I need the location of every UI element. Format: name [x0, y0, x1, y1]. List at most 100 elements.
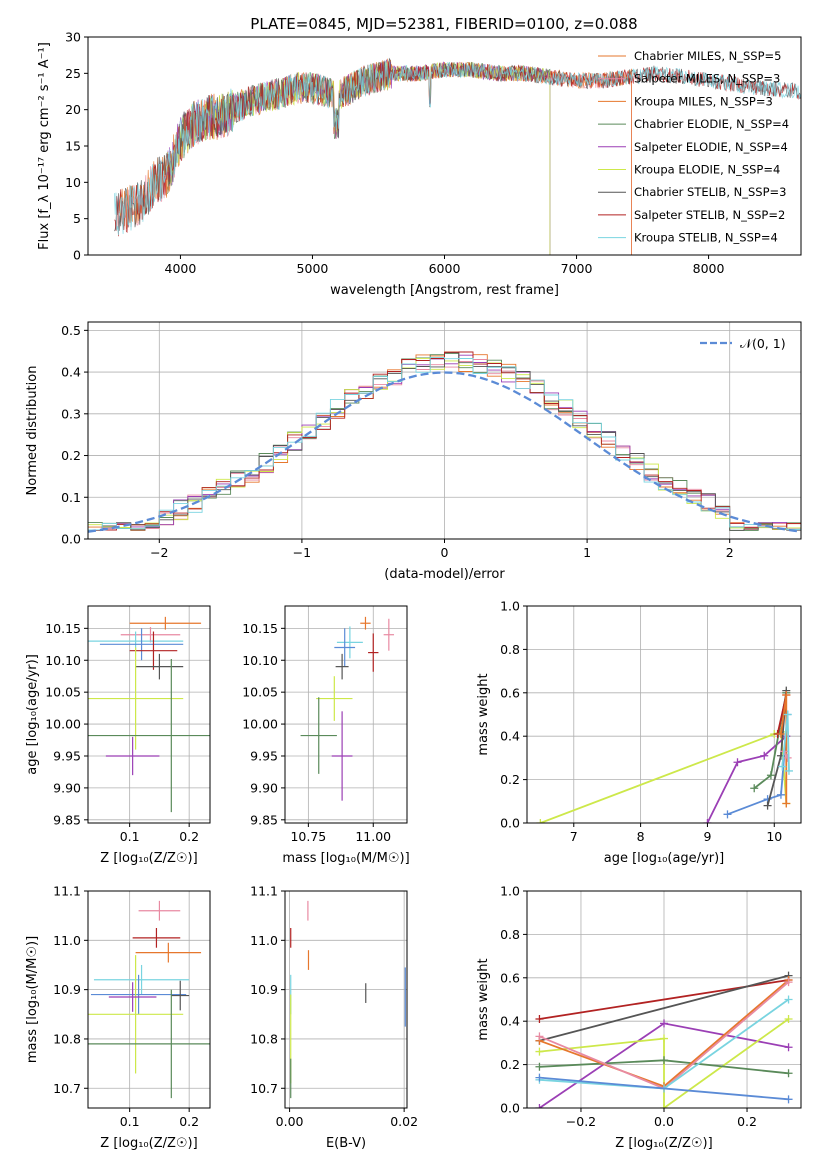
- y-tick-label: 9.90: [53, 780, 81, 795]
- x-tick-label: 7000: [561, 261, 593, 276]
- massweight-marker: [784, 1069, 793, 1078]
- data-point: [316, 676, 353, 721]
- y-tick-label: 10.00: [45, 717, 81, 732]
- y-tick-label: 9.85: [250, 812, 278, 827]
- massweight-marker: [783, 710, 792, 719]
- x-axis-label: age [log₁₀(age/yr)]: [604, 851, 725, 866]
- x-tick-label: 0.2: [179, 829, 199, 844]
- data-point: [88, 658, 210, 813]
- data-point: [334, 628, 356, 667]
- x-axis-label: Z [log₁₀(Z/Z☉)]: [615, 1136, 712, 1151]
- legend-entry: Salpeter STELIB, N_SSP=2: [634, 208, 785, 222]
- plot-area: [300, 616, 395, 801]
- y-tick-label: 10.7: [250, 1081, 278, 1096]
- massweight-marker: [535, 1032, 544, 1041]
- plot-area: [88, 900, 210, 1099]
- y-tick-label: 11.0: [53, 933, 81, 948]
- massweight-marker: [660, 1034, 668, 1043]
- plot-area: [290, 900, 406, 1099]
- massweight-marker: [703, 819, 712, 823]
- x-tick-label: 0.00: [276, 1114, 304, 1129]
- data-point: [135, 653, 184, 680]
- y-tick-label: 11.1: [250, 884, 278, 899]
- y-tick-label: 0.0: [500, 816, 520, 831]
- x-tick-label: 11.00: [355, 829, 391, 844]
- x-tick-label: 0: [441, 545, 449, 560]
- massweight-marker: [723, 810, 732, 819]
- massweight-marker: [766, 771, 775, 780]
- y-axis-label: mass weight: [476, 958, 491, 1040]
- axes-frame: [284, 605, 408, 824]
- data-point: [129, 631, 178, 670]
- figure-title: PLATE=0845, MJD=52381, FIBERID=0100, z=0…: [250, 15, 637, 33]
- y-axis-label: Normed distribution: [25, 366, 40, 496]
- data-point: [105, 736, 160, 776]
- x-axis-label: (data-model)/error: [384, 567, 505, 582]
- massweight-marker: [782, 690, 791, 699]
- legend-entry: Salpeter ELODIE, N_SSP=4: [634, 140, 788, 154]
- massweight-marker: [763, 801, 772, 810]
- massweight-marker: [783, 753, 792, 762]
- axes-frame: [284, 890, 408, 1109]
- massweight-marker: [784, 978, 793, 987]
- y-tick-label: 10.05: [242, 685, 278, 700]
- plot-area: [88, 616, 210, 813]
- massweight-marker: [784, 1015, 793, 1024]
- y-tick-label: 10.8: [250, 1031, 278, 1046]
- y-tick-label: 0.8: [500, 927, 520, 942]
- y-tick-label: 5: [73, 211, 81, 226]
- x-tick-label: 0.2: [737, 1114, 757, 1129]
- y-tick-label: 15: [65, 139, 81, 154]
- y-tick-label: 11.1: [53, 884, 81, 899]
- spectrum-series-line: [114, 60, 801, 236]
- massweight-marker: [535, 1047, 544, 1056]
- data-point: [336, 626, 363, 659]
- massweight-marker: [660, 1104, 668, 1108]
- x-axis-label: E(B-V): [326, 1136, 366, 1151]
- y-tick-label: 10.10: [45, 653, 81, 668]
- x-axis-label: Z [log₁₀(Z/Z☉)]: [100, 851, 197, 866]
- y-tick-label: 20: [65, 102, 81, 117]
- massweight-marker: [776, 790, 785, 799]
- data-point: [135, 942, 202, 963]
- y-tick-label: 0.4: [500, 1014, 520, 1029]
- massweight-marker: [660, 1056, 668, 1065]
- y-tick-label: 0.0: [61, 532, 81, 547]
- massweight-marker: [535, 1104, 544, 1108]
- legend-entry: 𝒩(0, 1): [740, 336, 786, 351]
- charts: 4000 5000 6000 7000 8000051015202530waveleng…: [25, 30, 802, 1151]
- y-tick-label: 10.7: [53, 1081, 81, 1096]
- legend-entry: Kroupa ELODIE, N_SSP=4: [634, 163, 780, 177]
- y-tick-label: 0.2: [61, 448, 81, 463]
- x-axis-label: wavelength [Angstrom, rest frame]: [330, 283, 559, 298]
- y-tick-label: 10.9: [250, 982, 278, 997]
- x-tick-label: 0.2: [179, 1114, 199, 1129]
- legend-entry: Chabrier ELODIE, N_SSP=4: [634, 117, 789, 131]
- x-tick-label: 5000: [297, 261, 329, 276]
- data-point: [360, 616, 371, 630]
- x-tick-label: 7: [570, 829, 578, 844]
- y-tick-label: 0.4: [61, 365, 81, 380]
- legend-entry: Kroupa MILES, N_SSP=3: [634, 94, 773, 108]
- legend-entry: Chabrier STELIB, N_SSP=3: [634, 185, 786, 199]
- x-tick-label: 2: [726, 545, 734, 560]
- y-tick-label: 10.15: [242, 621, 278, 636]
- data-point: [300, 697, 337, 774]
- chart-spectrum: 4000 5000 6000 7000 8000 0 5 10 15 20 25 30 waveleng…: [37, 30, 802, 298]
- massweight-marker: [733, 758, 742, 767]
- massweight-series-line: [539, 974, 789, 1042]
- massweight-marker: [660, 1019, 668, 1028]
- x-tick-label: −1: [293, 545, 311, 560]
- chart-residuals: −2 −1 0 1 2 0.0 0.1 0.2 0.3 0.4 0.5 (data-model)/er…: [25, 321, 802, 582]
- x-tick-label: 1: [583, 545, 591, 560]
- plot-area: [88, 351, 801, 539]
- data-point: [120, 627, 181, 643]
- y-tick-label: 0.1: [61, 490, 81, 505]
- data-point: [108, 982, 157, 1012]
- data-point: [88, 989, 210, 1099]
- x-tick-label: 0.02: [390, 1114, 418, 1129]
- y-tick-label: 0.8: [500, 642, 520, 657]
- y-tick-label: 10: [65, 175, 81, 190]
- spectrum-legend: Chabrier MILES, N_SSP=5 Salpeter MILES, N…: [598, 49, 789, 245]
